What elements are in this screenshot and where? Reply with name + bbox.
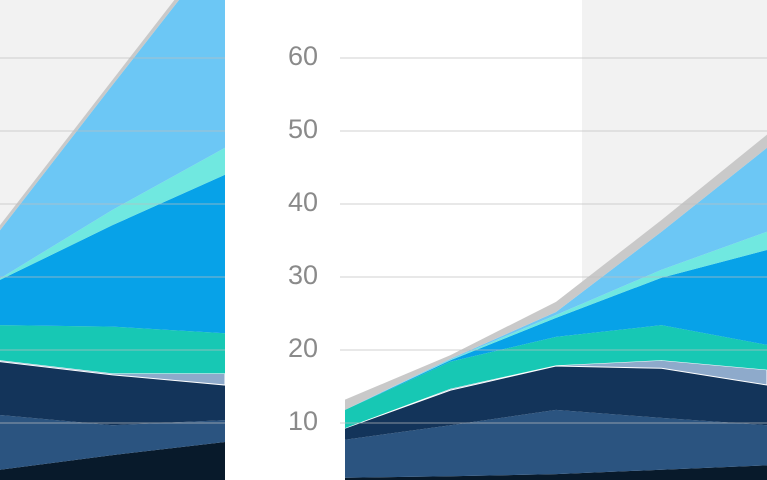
- area-layer: [345, 134, 767, 410]
- area-layer: [345, 366, 767, 440]
- area-layer: [0, 147, 225, 280]
- area-layer: [345, 409, 767, 478]
- area-layer: [345, 249, 767, 410]
- area-layer: [345, 231, 767, 410]
- y-tick-label: 50: [288, 114, 318, 144]
- area-layer: [345, 465, 767, 480]
- area-layer: [344, 359, 767, 429]
- area-layer: [0, 0, 225, 279]
- y-tick-label: 30: [288, 260, 318, 290]
- y-tick-label: 10: [288, 406, 318, 436]
- area-layer: [0, 174, 225, 334]
- area-layer: [0, 441, 225, 480]
- y-tick-label: 40: [288, 187, 318, 217]
- y-tick-label: 20: [288, 333, 318, 363]
- area-layer: [0, 414, 225, 470]
- y-tick-label: 60: [288, 41, 318, 71]
- area-layer: [345, 325, 767, 429]
- area-layer: [0, 325, 225, 374]
- area-layer: [0, 361, 225, 426]
